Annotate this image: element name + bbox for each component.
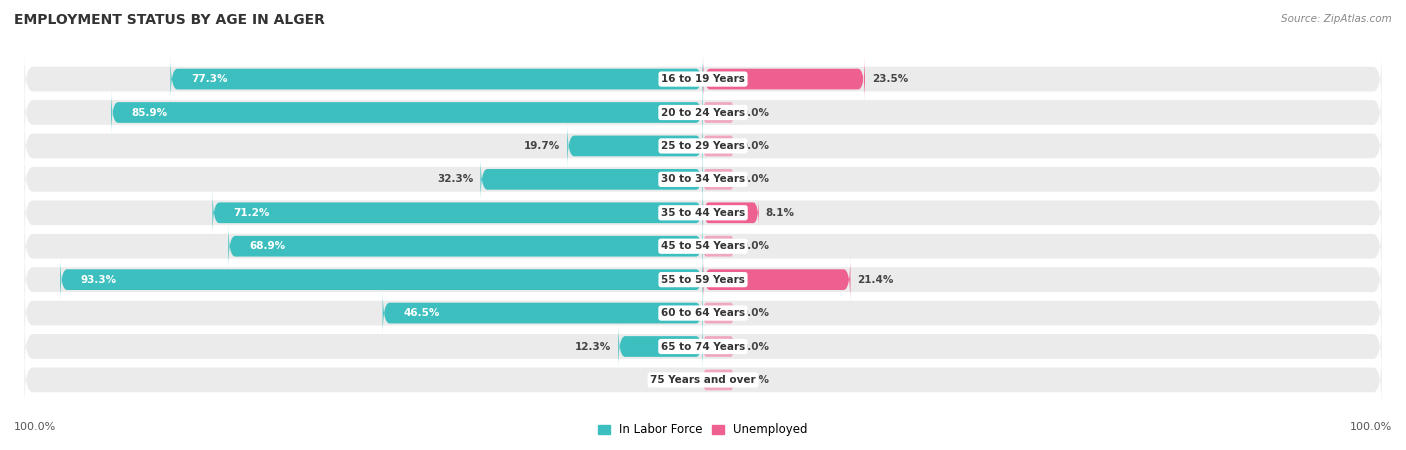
Text: 30 to 34 Years: 30 to 34 Years (661, 174, 745, 184)
Text: 0.0%: 0.0% (741, 375, 770, 385)
Text: 19.7%: 19.7% (524, 141, 561, 151)
Text: 8.1%: 8.1% (766, 208, 794, 218)
Text: 65 to 74 Years: 65 to 74 Years (661, 342, 745, 351)
FancyBboxPatch shape (481, 156, 703, 202)
FancyBboxPatch shape (24, 118, 1382, 174)
FancyBboxPatch shape (619, 324, 703, 369)
FancyBboxPatch shape (703, 303, 734, 324)
Text: 32.3%: 32.3% (437, 174, 474, 184)
FancyBboxPatch shape (382, 290, 703, 336)
Text: 0.0%: 0.0% (741, 241, 770, 251)
FancyBboxPatch shape (703, 256, 851, 303)
Text: 12.3%: 12.3% (575, 342, 612, 351)
Text: 46.5%: 46.5% (404, 308, 440, 318)
FancyBboxPatch shape (703, 102, 734, 123)
Text: 75 Years and over: 75 Years and over (650, 375, 756, 385)
FancyBboxPatch shape (24, 218, 1382, 274)
FancyBboxPatch shape (703, 336, 734, 357)
Text: 100.0%: 100.0% (14, 422, 56, 432)
FancyBboxPatch shape (24, 152, 1382, 207)
Text: 25 to 29 Years: 25 to 29 Years (661, 141, 745, 151)
FancyBboxPatch shape (703, 56, 865, 102)
Text: 60 to 64 Years: 60 to 64 Years (661, 308, 745, 318)
Text: 77.3%: 77.3% (191, 74, 228, 84)
Text: 35 to 44 Years: 35 to 44 Years (661, 208, 745, 218)
Text: 55 to 59 Years: 55 to 59 Years (661, 274, 745, 285)
Text: 0.0%: 0.0% (741, 174, 770, 184)
FancyBboxPatch shape (170, 56, 703, 102)
FancyBboxPatch shape (24, 51, 1382, 107)
Text: 0.0%: 0.0% (741, 141, 770, 151)
Text: 71.2%: 71.2% (233, 208, 270, 218)
Text: Source: ZipAtlas.com: Source: ZipAtlas.com (1281, 14, 1392, 23)
FancyBboxPatch shape (24, 285, 1382, 341)
FancyBboxPatch shape (24, 252, 1382, 307)
FancyBboxPatch shape (24, 319, 1382, 374)
FancyBboxPatch shape (24, 352, 1382, 408)
Text: 16 to 19 Years: 16 to 19 Years (661, 74, 745, 84)
Text: 100.0%: 100.0% (1350, 422, 1392, 432)
FancyBboxPatch shape (111, 90, 703, 135)
Text: 45 to 54 Years: 45 to 54 Years (661, 241, 745, 251)
Text: 0.0%: 0.0% (741, 108, 770, 117)
FancyBboxPatch shape (60, 256, 703, 303)
FancyBboxPatch shape (703, 135, 734, 156)
Text: 93.3%: 93.3% (82, 274, 117, 285)
Text: 20 to 24 Years: 20 to 24 Years (661, 108, 745, 117)
FancyBboxPatch shape (703, 369, 734, 390)
FancyBboxPatch shape (567, 123, 703, 169)
Text: EMPLOYMENT STATUS BY AGE IN ALGER: EMPLOYMENT STATUS BY AGE IN ALGER (14, 14, 325, 27)
Text: 85.9%: 85.9% (132, 108, 167, 117)
FancyBboxPatch shape (24, 85, 1382, 140)
Text: 0.0%: 0.0% (741, 308, 770, 318)
Text: 23.5%: 23.5% (872, 74, 908, 84)
FancyBboxPatch shape (228, 223, 703, 269)
Legend: In Labor Force, Unemployed: In Labor Force, Unemployed (593, 419, 813, 441)
FancyBboxPatch shape (703, 236, 734, 256)
Text: 21.4%: 21.4% (858, 274, 894, 285)
Text: 68.9%: 68.9% (249, 241, 285, 251)
FancyBboxPatch shape (212, 190, 703, 236)
FancyBboxPatch shape (703, 196, 759, 230)
FancyBboxPatch shape (24, 185, 1382, 241)
Text: 0.0%: 0.0% (741, 342, 770, 351)
FancyBboxPatch shape (703, 169, 734, 190)
